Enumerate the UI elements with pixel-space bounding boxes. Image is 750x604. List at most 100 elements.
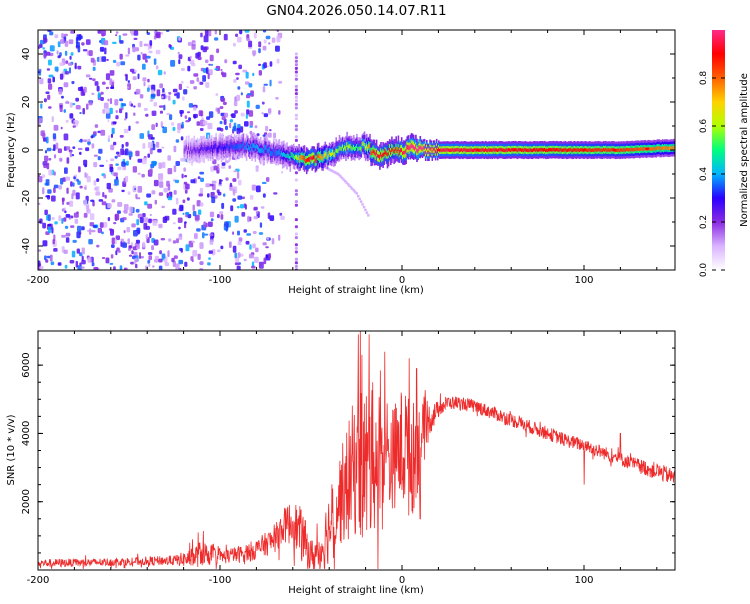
ridge-cell: [643, 147, 645, 151]
spectrogram-cell: [224, 221, 228, 227]
spectrogram-cell: [120, 61, 126, 66]
spectrogram-cell: [109, 98, 113, 105]
spectrogram-cell: [190, 179, 196, 184]
ridge-cell: [185, 145, 188, 150]
ridge-cell: [325, 151, 328, 156]
spectrogram-cell: [101, 56, 107, 62]
ridge-cell: [293, 155, 296, 161]
ridge-cell: [664, 146, 666, 150]
ridge-cell: [568, 148, 570, 152]
spectrogram-cell: [125, 175, 129, 183]
spectrogram-cell: [123, 118, 127, 121]
spectrogram-cell: [113, 266, 116, 270]
spectrogram-cell: [182, 199, 186, 204]
ridge-cell: [421, 147, 424, 151]
spectrogram-cell: [47, 189, 52, 194]
spectrogram-cell: [255, 247, 259, 253]
spectrogram-cell: [217, 163, 220, 171]
spectrogram-cell: [185, 212, 190, 215]
ridge-cell: [271, 151, 273, 156]
spectrogram-cell: [126, 160, 129, 166]
spectrogram-cell: [253, 206, 258, 211]
spectrogram-cell: [85, 147, 90, 152]
ridge-cell: [551, 148, 554, 152]
ridge-cell: [393, 149, 395, 154]
spectrogram-cell: [233, 42, 236, 47]
ridge-cell: [251, 147, 253, 152]
spectrogram-cell: [164, 262, 170, 267]
spectrogram-cell: [253, 216, 258, 220]
spectrogram-cell: [202, 46, 207, 53]
spectrogram-cell: [103, 102, 109, 109]
spectrogram-cell: [142, 53, 147, 60]
ridge-cell: [218, 145, 221, 149]
ridge-cell: [654, 146, 656, 151]
spectrogram-cell: [177, 123, 182, 130]
ridge-cell: [504, 148, 507, 153]
spectrogram-cell: [76, 211, 79, 214]
snr-panel: -200 -100 0 100 2000 4000 6000 Height of stra…: [6, 330, 676, 596]
spectrogram-cell: [197, 176, 201, 180]
ridge-cell: [554, 148, 557, 152]
ridge-cell: [428, 150, 430, 155]
spectrogram-cell: [137, 54, 141, 61]
spectrogram-cell: [58, 185, 62, 190]
spectrogram-cell: [51, 217, 55, 220]
spectrogram-cell: [121, 144, 124, 149]
spectrogram-cell: [63, 109, 66, 113]
spectrogram-cell: [254, 125, 258, 129]
spectrogram-cell: [184, 221, 187, 224]
spectrogram-cell: [91, 262, 95, 267]
spectrogram-cell: [122, 33, 128, 36]
ridge-cell: [462, 148, 464, 153]
spectrogram-cell: [115, 235, 120, 241]
spectrogram-cell: [234, 96, 237, 102]
ridge-cell: [510, 148, 512, 152]
spectrogram-cell: [159, 181, 164, 188]
spectrogram-cell: [222, 101, 227, 105]
spectrogram-cell: [216, 48, 220, 54]
spectrogram-cell: [71, 81, 75, 85]
ridge-cell: [237, 144, 239, 149]
ridge-cell: [565, 148, 568, 153]
spectrogram-cell: [159, 110, 163, 114]
streak-cell: [294, 171, 298, 175]
spectrogram-cell: [268, 42, 271, 45]
arc-cell: [362, 205, 366, 209]
spectrogram-cell: [187, 41, 192, 46]
spectrogram-cell: [205, 82, 210, 88]
streak-cell: [294, 99, 298, 103]
spectrogram-cell: [107, 98, 110, 102]
spectrogram-cell: [115, 34, 118, 37]
spectrogram-cells: [38, 30, 675, 270]
ridge-cell: [340, 146, 343, 152]
streak-cell: [294, 203, 298, 207]
ridge-cell: [617, 148, 619, 152]
spectrogram-cell: [237, 195, 243, 200]
spectrogram-cell: [83, 199, 87, 206]
colorbar-tick-label: 0.2: [699, 215, 709, 229]
spectrogram-cell: [161, 161, 166, 169]
spectrogram-cell: [91, 92, 95, 95]
ridge-cell: [410, 143, 413, 149]
spectrogram-cell: [95, 191, 101, 196]
ridge-cell: [458, 148, 461, 153]
ridge-cell: [371, 151, 373, 155]
ridge-cell: [183, 148, 186, 154]
spectrogram-cell: [69, 200, 74, 207]
ridge-cell: [622, 148, 625, 152]
spectrogram-cell: [59, 62, 64, 67]
spectrogram-cell: [139, 252, 141, 259]
spectrogram-cell: [235, 257, 240, 264]
spectrogram-cell: [133, 112, 136, 116]
spectrogram-cell: [275, 45, 280, 52]
ridge-cell: [533, 148, 535, 152]
spectrogram-cell: [232, 245, 237, 253]
spectrogram-cell: [199, 187, 204, 195]
ridge-cell: [264, 144, 266, 150]
spectrogram-cell: [113, 172, 118, 177]
spectrogram-cell: [120, 148, 125, 156]
spectrogram-cell: [115, 163, 119, 166]
spectrogram-cell: [214, 37, 219, 41]
ridge-cell: [423, 145, 426, 150]
